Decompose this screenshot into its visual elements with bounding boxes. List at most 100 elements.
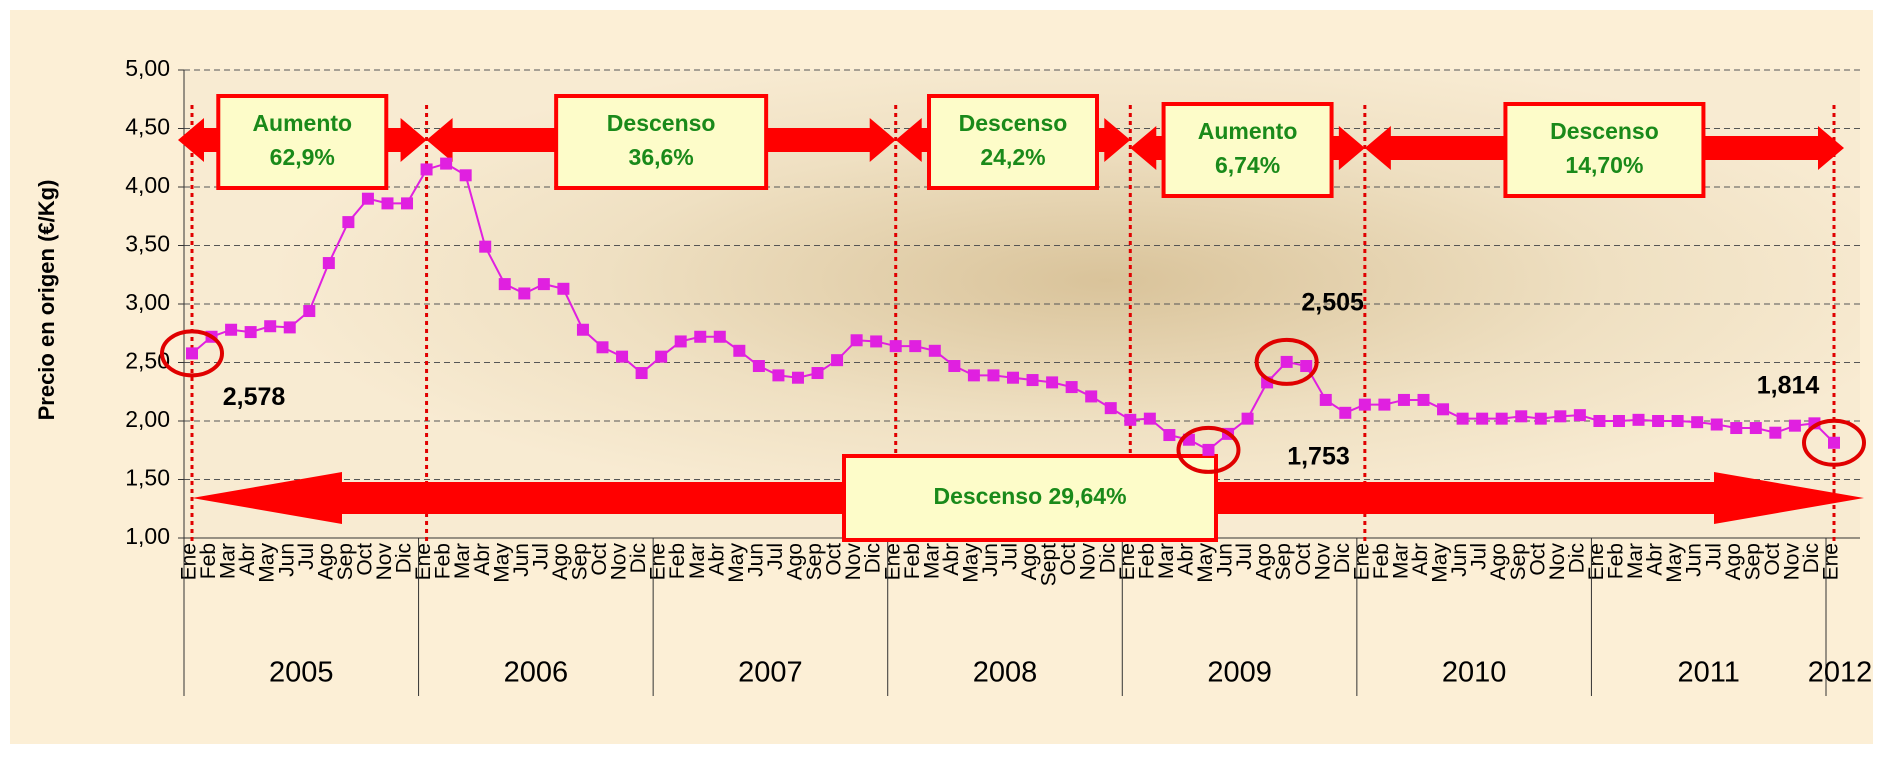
x-tick-label: Abr	[1644, 543, 1667, 576]
data-marker	[889, 340, 902, 353]
annotation-text: 6,74%	[1215, 152, 1280, 178]
data-marker	[1026, 374, 1039, 387]
x-tick-label: Oct	[1761, 543, 1784, 576]
data-marker	[1769, 426, 1782, 439]
x-tick-label: Abr	[471, 543, 494, 576]
data-marker	[1378, 398, 1391, 411]
x-tick-label: Ago	[1487, 543, 1510, 580]
data-marker	[713, 330, 726, 343]
data-marker	[1163, 429, 1176, 442]
highlight-circle	[1802, 418, 1866, 467]
x-tick-label: Mar	[217, 543, 240, 579]
x-tick-label: Jul	[764, 543, 787, 570]
data-marker	[694, 330, 707, 343]
data-marker	[1612, 415, 1625, 427]
y-tick-label: 2,00	[125, 406, 170, 432]
data-marker	[1143, 412, 1156, 425]
x-tick-label: Jun	[744, 543, 767, 577]
data-marker	[1652, 415, 1665, 427]
x-tick-label: Nov	[842, 543, 865, 581]
x-tick-label: Sep	[803, 543, 826, 580]
y-tick-label: 1,00	[125, 523, 170, 549]
year-label: 2006	[504, 657, 569, 689]
x-tick-label: Nov	[1780, 543, 1803, 581]
x-tick-label: Mar	[920, 543, 943, 579]
data-marker	[1671, 415, 1684, 427]
x-tick-label: Jun	[275, 543, 298, 577]
x-tick-label: Abr	[236, 543, 259, 576]
x-tick-label: Jul	[1233, 543, 1256, 570]
data-marker	[1730, 422, 1743, 435]
x-tick-label: Oct	[353, 543, 376, 576]
x-tick-label: Abr	[705, 543, 728, 576]
y-tick-label: 4,00	[125, 172, 170, 198]
x-tick-label: Ene	[412, 543, 435, 580]
y-tick-label: 1,50	[125, 465, 170, 491]
x-tick-label: May	[490, 543, 513, 583]
year-label: 2009	[1207, 657, 1272, 689]
x-tick-label: Sep	[334, 543, 357, 580]
x-tick-label: May	[256, 543, 279, 583]
x-tick-label: Abr	[1174, 543, 1197, 576]
data-marker	[1241, 412, 1254, 425]
x-tick-label: Nov	[608, 543, 631, 581]
x-tick-label: Oct	[1526, 543, 1549, 576]
data-marker	[381, 197, 394, 210]
data-marker	[733, 344, 746, 357]
y-tick-label: 3,50	[125, 231, 170, 257]
data-marker	[186, 347, 198, 360]
year-label: 2010	[1442, 657, 1507, 689]
annotation-text: 62,9%	[270, 144, 335, 170]
highlight-circle	[1254, 337, 1319, 386]
data-marker	[1515, 410, 1528, 423]
x-tick-label: Mar	[1624, 543, 1647, 579]
x-tick-label: Nov	[1077, 543, 1100, 581]
x-tick-label: May	[725, 543, 748, 583]
x-tick-label: Oct	[823, 543, 846, 576]
x-tick-label: Jun	[1448, 543, 1471, 577]
data-marker	[1534, 412, 1547, 425]
x-tick-label: Nov	[1311, 543, 1334, 581]
annotation-text: 24,2%	[980, 144, 1045, 170]
x-tick-label: Jul	[1702, 543, 1725, 570]
data-marker	[1358, 398, 1371, 411]
x-tick-label: Sept	[1038, 543, 1061, 586]
x-tick-label: Ene	[178, 543, 201, 580]
x-tick-label: Ene	[1116, 543, 1139, 580]
data-marker	[772, 369, 785, 382]
data-marker	[1339, 406, 1352, 419]
value-label: 1,814	[1757, 371, 1820, 399]
data-marker	[342, 216, 355, 229]
data-marker	[1065, 381, 1078, 394]
x-tick-label: Ene	[1585, 543, 1608, 580]
data-marker	[1046, 376, 1059, 389]
x-tick-label: Ago	[1018, 543, 1041, 580]
annotation-text: Descenso 29,64%	[933, 483, 1126, 509]
x-tick-label: Nov	[373, 543, 396, 581]
x-tick-label: Jul	[295, 543, 318, 570]
data-marker	[264, 320, 277, 333]
data-marker	[225, 323, 238, 336]
data-marker	[557, 282, 570, 295]
data-marker	[1476, 412, 1489, 425]
x-tick-label: Feb	[666, 543, 689, 579]
data-marker	[576, 323, 589, 336]
data-marker	[1788, 419, 1801, 432]
annotation-box	[216, 94, 389, 190]
x-tick-label: May	[1429, 543, 1452, 583]
data-marker	[1085, 390, 1098, 403]
x-tick-label: Dic	[1565, 543, 1588, 573]
x-tick-label: Jun	[979, 543, 1002, 577]
data-marker	[479, 240, 492, 253]
data-marker	[1104, 402, 1117, 415]
x-tick-label: Dic	[862, 543, 885, 573]
data-marker	[1749, 422, 1762, 435]
data-marker	[1828, 436, 1840, 449]
x-tick-label: Jul	[1468, 543, 1491, 570]
x-tick-label: Mar	[1155, 543, 1178, 579]
annotation-text: Aumento	[252, 110, 352, 136]
x-tick-label: Nov	[1546, 543, 1569, 581]
year-label: 2005	[269, 657, 334, 689]
data-marker	[322, 257, 335, 270]
